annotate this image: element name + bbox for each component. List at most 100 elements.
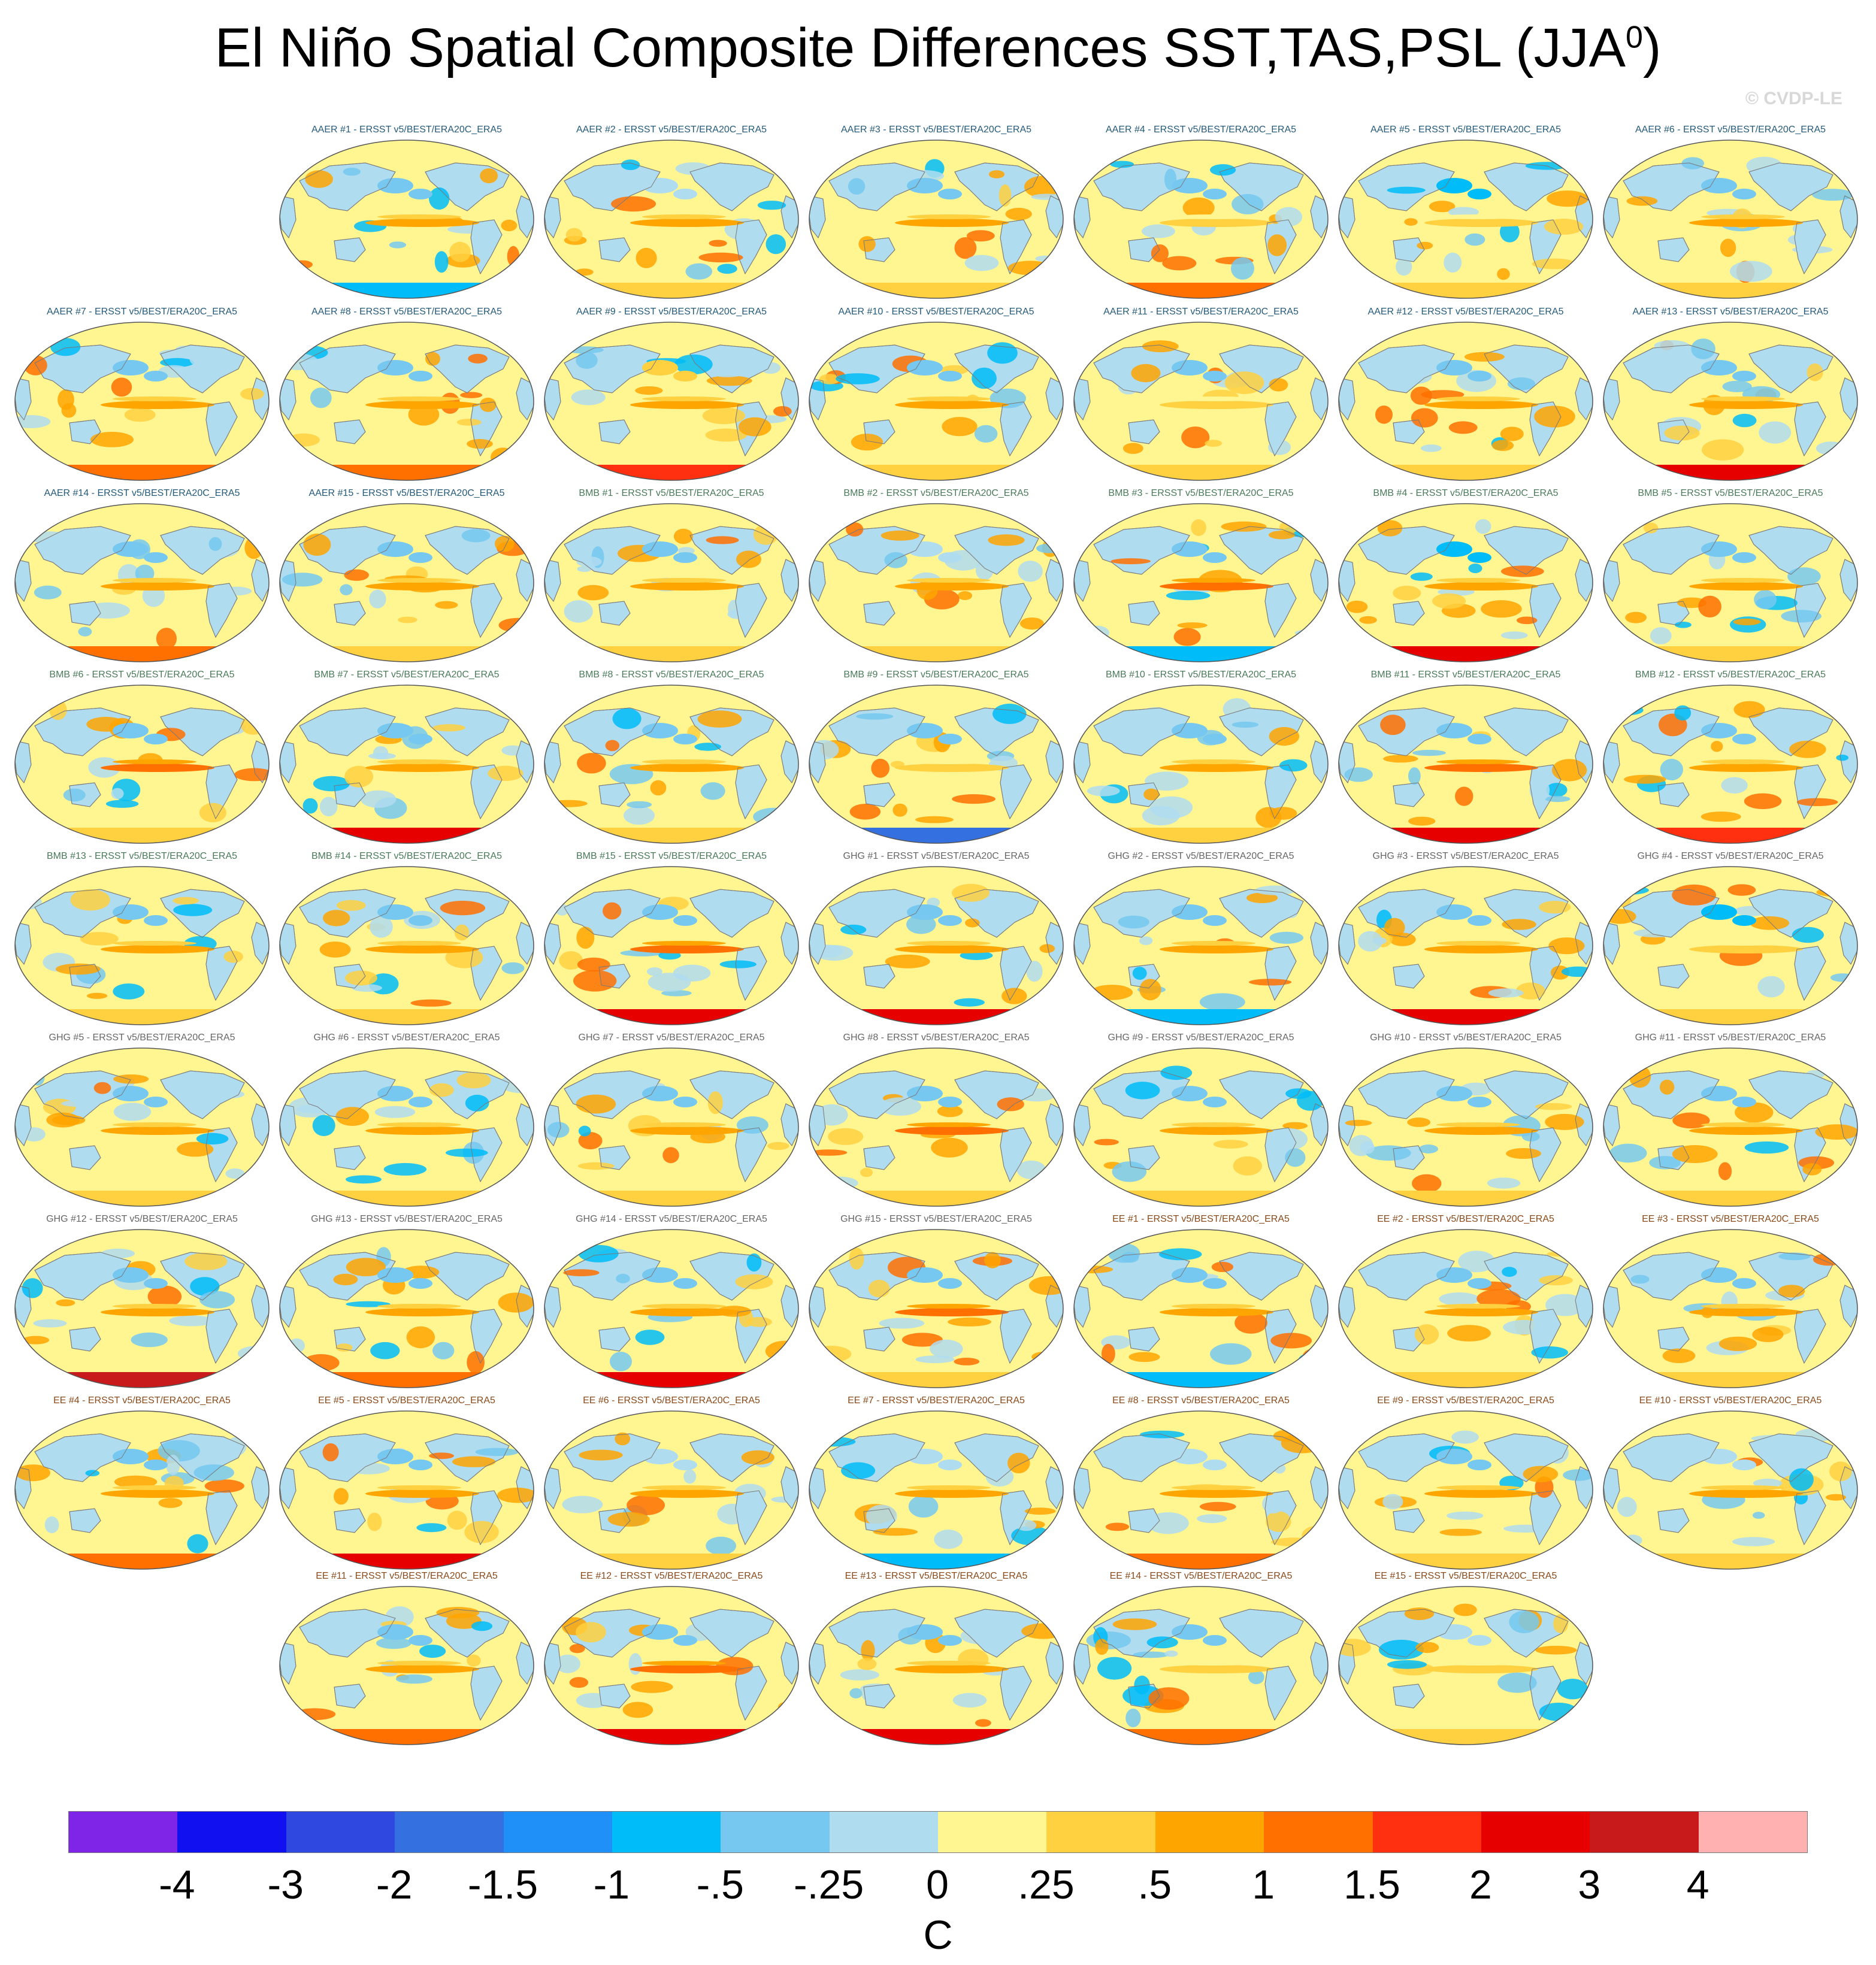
nino34-north-flank — [907, 941, 991, 946]
anomaly-patch — [1139, 936, 1153, 945]
south-america-coastline — [735, 1127, 767, 1183]
anomaly-patch — [1375, 405, 1393, 424]
africa-west-coastline — [1339, 377, 1355, 420]
map-field-group — [544, 322, 798, 480]
map-field-group — [809, 1230, 1063, 1388]
north-america-coastline — [1748, 889, 1833, 938]
anomaly-patch — [488, 765, 524, 781]
anomaly-patch — [159, 349, 185, 358]
anomaly-patch — [852, 913, 894, 920]
anomaly-patch — [435, 601, 458, 609]
north-america-coastline — [425, 344, 510, 393]
nino34-north-flank — [907, 1122, 991, 1127]
anomaly-patch — [846, 522, 864, 537]
anomaly-patch — [1700, 812, 1741, 822]
anomaly-patch — [184, 1252, 228, 1270]
north-pacific-anomaly — [907, 1086, 943, 1101]
north-america-coastline — [954, 1609, 1039, 1658]
anomaly-patch — [1019, 617, 1044, 630]
antarctic-anomaly — [1647, 283, 1815, 298]
nino34-tongue — [630, 1489, 744, 1498]
north-pacific-anomaly — [377, 723, 413, 738]
antarctic-anomaly — [59, 465, 226, 480]
anomaly-patch — [576, 352, 598, 369]
anomaly-patch — [343, 168, 361, 176]
anomaly-patch — [884, 552, 907, 568]
eurasia-coastline — [1093, 162, 1190, 211]
anomaly-patch — [434, 251, 449, 273]
anomaly-patch — [736, 550, 761, 568]
north-pacific-anomaly — [113, 360, 149, 376]
north-america-coastline — [1484, 162, 1569, 211]
map-field-group — [1339, 140, 1593, 298]
north-america-coastline — [689, 344, 774, 393]
north-america-coastline — [689, 1070, 774, 1119]
map-field-group — [1339, 1586, 1593, 1745]
anomaly-patch — [934, 1530, 963, 1549]
anomaly-patch — [1074, 1265, 1114, 1273]
anomaly-patch — [507, 246, 520, 267]
anomaly-patch — [1475, 519, 1491, 534]
anomaly-patch — [1516, 982, 1545, 1000]
anomaly-patch — [1500, 565, 1544, 577]
eurasia-coastline — [1358, 1609, 1455, 1658]
anomaly-patch — [1224, 371, 1264, 394]
antarctic-anomaly — [1118, 1554, 1285, 1569]
anomaly-patch — [985, 1467, 1014, 1487]
map-svg — [1603, 1047, 1858, 1207]
north-pacific-anomaly-east — [144, 371, 168, 382]
map-panel-label: AAER #3 - ERSST v5/BEST/ERA20C_ERA5 — [840, 125, 1032, 135]
map-field-group — [1074, 867, 1328, 1025]
anomaly-patch — [1453, 1603, 1477, 1616]
south-america-coastline — [735, 1666, 767, 1721]
north-pacific-anomaly — [642, 1624, 678, 1640]
australia-coastline — [334, 601, 366, 626]
anomaly-patch — [1177, 622, 1208, 629]
map-panel-label: GHG #9 - ERSST v5/BEST/ERA20C_ERA5 — [1108, 1033, 1294, 1043]
map-panel: EE #7 - ERSST v5/BEST/ERA20C_ERA5 — [805, 1395, 1067, 1570]
map-svg — [1603, 140, 1858, 299]
australia-coastline — [334, 1508, 366, 1533]
anomaly-patch — [56, 963, 101, 975]
map-panel: AAER #9 - ERSST v5/BEST/ERA20C_ERA5 — [540, 307, 803, 482]
anomaly-patch — [555, 1654, 580, 1673]
australia-coastline — [598, 1508, 631, 1533]
anomaly-patch — [1122, 443, 1143, 454]
map-field-group — [1074, 322, 1328, 480]
map-field-group — [15, 504, 269, 662]
anomaly-patch — [340, 584, 353, 595]
anomaly-patch — [1166, 591, 1211, 601]
map-panel-label: BMB #8 - ERSST v5/BEST/ERA20C_ERA5 — [579, 670, 764, 680]
north-america-coastline — [1484, 1609, 1569, 1658]
map-panel-label: BMB #5 - ERSST v5/BEST/ERA20C_ERA5 — [1638, 488, 1823, 498]
anomaly-patch — [370, 916, 393, 938]
globe-outline — [279, 140, 534, 299]
nino34-tongue — [630, 1665, 744, 1673]
africa-west-coastline — [544, 195, 561, 238]
anomaly-patch — [809, 740, 839, 760]
anomaly-patch — [1535, 1646, 1577, 1655]
eurasia-coastline — [1623, 526, 1720, 575]
north-pacific-anomaly — [642, 723, 678, 738]
anomaly-patch — [975, 1719, 991, 1727]
map-svg — [809, 685, 1064, 844]
map-svg — [279, 1047, 534, 1207]
anomaly-patch — [1026, 961, 1043, 982]
anomaly-patch — [1787, 567, 1821, 586]
anomaly-patch — [495, 535, 515, 552]
nino34-tongue — [1160, 945, 1273, 953]
map-field-group — [280, 1048, 534, 1206]
africa-west-coastline — [1074, 1642, 1091, 1685]
australia-coastline — [863, 1508, 895, 1533]
anomaly-patch — [559, 1539, 579, 1552]
nino34-north-flank — [1172, 1485, 1255, 1490]
north-pacific-anomaly — [1436, 1267, 1472, 1283]
anomaly-patch — [1500, 426, 1524, 441]
colorbar-swatch — [1372, 1812, 1481, 1852]
anomaly-patch — [603, 902, 622, 920]
antarctic-anomaly — [1118, 465, 1285, 480]
australia-coastline — [334, 964, 366, 989]
anomaly-patch — [480, 168, 498, 183]
anomaly-patch — [1487, 1177, 1521, 1189]
globe-outline — [1338, 685, 1593, 844]
